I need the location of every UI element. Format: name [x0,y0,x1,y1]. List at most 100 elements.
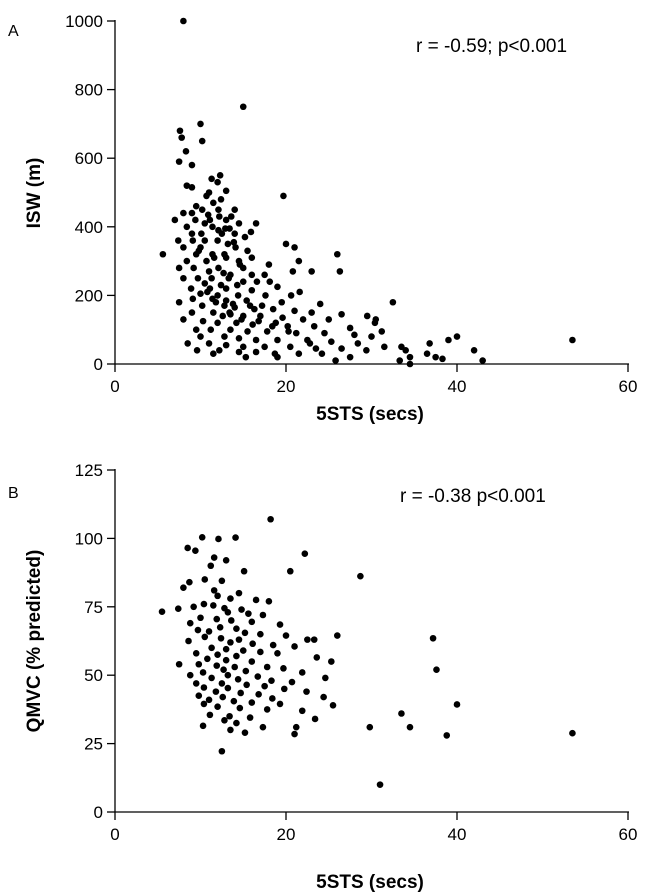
data-point [206,711,214,719]
data-point [354,340,362,347]
data-point [207,326,215,334]
panel-a-points [159,17,576,368]
data-point [201,280,209,287]
data-point [213,662,221,669]
data-point [310,322,318,330]
data-point [221,302,228,309]
data-point [188,309,196,316]
data-point [197,614,204,622]
data-point [291,307,298,315]
data-point [197,333,204,340]
data-point [346,324,354,332]
data-point [210,199,217,207]
data-point [227,595,234,602]
data-point [239,343,247,351]
data-point [368,333,375,340]
data-point [192,680,200,687]
data-point [239,278,247,285]
y-tick-label: 50 [84,666,103,685]
data-point [224,684,232,692]
data-point [216,213,223,220]
data-point [322,674,329,682]
data-point [248,658,256,665]
data-point [214,592,221,600]
data-point [219,693,227,701]
data-point [182,148,190,155]
data-point [255,691,262,698]
data-point [188,209,196,217]
data-point [280,192,287,200]
data-point [184,340,191,347]
data-point [195,247,203,255]
data-point [224,240,232,248]
data-point [257,630,264,638]
data-point [222,285,230,292]
data-point [244,328,251,335]
data-point [175,264,183,272]
data-point [295,350,303,358]
data-point [183,223,191,231]
data-point [278,298,286,306]
data-point [439,355,446,363]
data-point [178,134,185,141]
data-point [252,348,260,356]
data-point [398,710,405,717]
data-point [378,328,386,335]
data-point [351,331,358,339]
data-point [269,641,277,649]
data-point [233,652,240,660]
y-tick-label: 600 [75,149,103,168]
data-point [210,350,217,358]
data-point [193,346,201,354]
data-point [221,225,229,232]
data-point [230,697,238,705]
data-point [569,336,576,344]
data-point [363,312,371,320]
data-point [195,660,203,668]
data-point [328,658,335,665]
data-point [180,274,187,282]
data-point [210,254,218,261]
data-point [217,196,225,203]
data-point [209,223,216,231]
panel-b-points [158,515,576,788]
panel-a-y-axis-title: ISW (m) [24,158,45,229]
data-point [233,319,240,327]
data-point [432,353,439,361]
data-point [197,120,204,128]
panel-b-axes: 0 25 50 75 100 125 0 20 40 60 [75,461,638,844]
data-point [205,340,213,347]
data-point [222,656,230,664]
data-point [230,238,238,246]
data-point [222,187,230,195]
data-point [199,669,207,676]
data-point [204,288,211,296]
data-point [426,340,433,347]
y-tick-label: 400 [75,218,103,237]
data-point [259,723,267,731]
y-tick-label: 200 [75,286,103,305]
data-point [316,300,324,308]
data-point [227,726,234,734]
data-point [320,693,327,701]
x-tick-label: 20 [277,377,296,396]
data-point [274,336,281,344]
data-point [299,316,307,323]
data-point [276,621,284,628]
data-point [265,261,273,268]
data-point [296,288,303,296]
data-point [233,625,240,632]
data-point [248,271,256,279]
panel-a-letter: A [8,23,19,40]
data-point [212,298,220,306]
y-tick-label: 100 [75,529,103,548]
data-point [259,611,267,619]
data-point [216,624,224,631]
data-point [257,312,264,320]
y-tick-label: 0 [94,355,103,374]
data-point [381,343,388,351]
data-point [189,295,197,303]
data-point [261,682,268,690]
data-point [289,268,297,275]
data-point [241,629,249,637]
